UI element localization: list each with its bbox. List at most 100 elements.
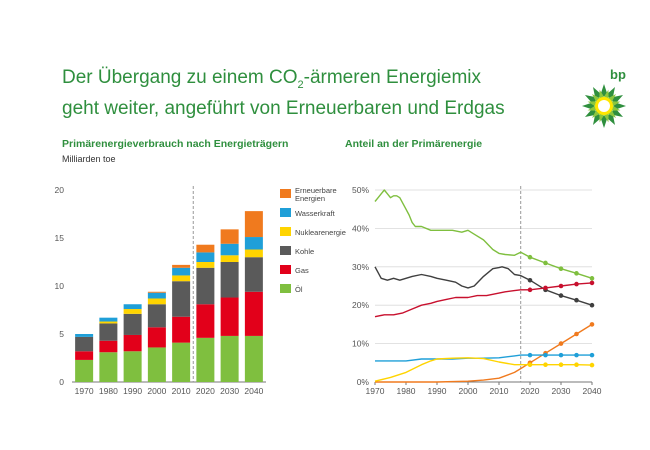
bar-segment-kohle-2040 xyxy=(244,257,263,292)
legend-label-wasserkraft: Wasserkraft xyxy=(295,209,336,218)
bar-xtick-label: 2020 xyxy=(196,386,215,396)
series-marker-kohle-2035 xyxy=(574,297,579,303)
headline-line1-pre: Der Übergang zu einem CO xyxy=(62,67,298,88)
bar-xtick-label: 2000 xyxy=(147,386,166,396)
bar-segment-erneuerbare-energien-2000 xyxy=(147,291,166,293)
series-line-nuklearenergie xyxy=(374,357,593,382)
headline-line2: geht weiter, angeführt von Erneuerbaren … xyxy=(62,97,505,119)
bar-segment-wasserkraft-1970 xyxy=(75,334,94,337)
bar-ytick-label: 10 xyxy=(55,281,65,291)
series-marker-oel-2040 xyxy=(589,276,595,281)
line-xtick-label: 2010 xyxy=(490,386,509,396)
series-marker-oel-2025 xyxy=(543,260,548,266)
bar-segment-erneuerbare-energien-2030 xyxy=(220,229,239,244)
bar-segment-kohle-1990 xyxy=(123,313,142,335)
bar-segment-wasserkraft-2030 xyxy=(220,243,239,256)
bar-segment-wasserkraft-1980 xyxy=(99,317,118,322)
bar-ytick-label: 0 xyxy=(59,377,64,387)
series-line-gas xyxy=(374,282,593,318)
bar-segment-wasserkraft-1990 xyxy=(123,304,142,310)
bar-segment-erneuerbare-energien-2040 xyxy=(244,211,263,238)
series-marker-gas-2035 xyxy=(574,281,579,287)
legend-swatch-oel xyxy=(280,284,291,293)
series-marker-gas-2030 xyxy=(558,283,564,289)
series-marker-nuklearenergie-2040 xyxy=(589,362,595,368)
bar-ytick-label: 20 xyxy=(55,185,65,195)
bar-segment-wasserkraft-2020 xyxy=(196,252,215,262)
series-line-wasserkraft xyxy=(375,354,592,362)
series-marker-nuklearenergie-2035 xyxy=(574,362,579,368)
series-marker-gas-2020 xyxy=(527,287,533,293)
helios-icon xyxy=(582,84,626,128)
series-marker-nuklearenergie-2025 xyxy=(543,362,548,368)
bar-segment-nuklearenergie-2000 xyxy=(147,298,166,305)
series-marker-oel-2030 xyxy=(558,266,564,272)
bar-segment-gas-1970 xyxy=(75,351,94,360)
line-xtick-label: 2020 xyxy=(521,386,540,396)
bar-segment-nuklearenergie-2010 xyxy=(172,275,191,282)
legend-label-oel: Öl xyxy=(295,285,303,294)
bar-segment-oel-2020 xyxy=(196,337,215,382)
line-xtick-label: 2030 xyxy=(552,386,571,396)
bar-segment-erneuerbare-energien-2010 xyxy=(172,264,191,268)
bar-segment-erneuerbare-energien-2020 xyxy=(196,244,215,253)
bar-segment-kohle-2010 xyxy=(172,281,191,317)
bar-xtick-label: 1990 xyxy=(123,386,142,396)
bar-segment-wasserkraft-2000 xyxy=(147,292,166,299)
series-marker-kohle-2030 xyxy=(558,293,564,298)
line-ytick-label: 30% xyxy=(352,262,369,272)
series-line-kohle xyxy=(374,266,593,306)
bar-segment-oel-2040 xyxy=(244,335,263,382)
legend-swatch-kohle xyxy=(280,246,291,255)
legend-swatch-gas xyxy=(280,265,291,274)
line-chart-title: Anteil an der Primärenergie xyxy=(345,138,483,150)
bar-segment-oel-2000 xyxy=(147,347,166,382)
bar-segment-kohle-2020 xyxy=(196,267,215,305)
bar-segment-gas-2000 xyxy=(147,327,166,348)
bar-segment-kohle-1980 xyxy=(99,323,118,341)
series-marker-wasserkraft-2025 xyxy=(543,352,548,358)
legend-label-kohle: Kohle xyxy=(295,247,314,256)
headline-line1-post: -ärmeren Energiemix xyxy=(303,67,482,88)
series-marker-kohle-2040 xyxy=(589,302,595,308)
series-marker-oel-2020 xyxy=(527,254,533,260)
legend-swatch-erneuerbare-energien xyxy=(280,189,291,198)
line-ytick-label: 10% xyxy=(352,339,369,349)
bp-logo: bp xyxy=(582,67,626,128)
bar-segment-gas-2030 xyxy=(220,297,239,336)
bar-segment-gas-1980 xyxy=(99,340,118,353)
series-marker-wasserkraft-2030 xyxy=(558,352,564,358)
bar-segment-kohle-2000 xyxy=(147,304,166,328)
series-line-oel xyxy=(374,189,593,279)
bar-segment-oel-2030 xyxy=(220,335,239,382)
bar-ytick-label: 15 xyxy=(55,233,65,243)
line-xtick-label: 2000 xyxy=(459,386,478,396)
bar-segment-gas-2040 xyxy=(244,291,263,336)
line-xtick-label: 1990 xyxy=(428,386,447,396)
series-marker-erneuerbare-energien-2040 xyxy=(589,322,595,327)
bar-segment-gas-2010 xyxy=(172,316,191,343)
series-marker-gas-2025 xyxy=(543,285,548,291)
series-marker-kohle-2020 xyxy=(527,277,533,283)
bar-chart-unit: Milliarden toe xyxy=(62,154,116,164)
line-xtick-label: 2040 xyxy=(583,386,602,396)
series-marker-nuklearenergie-2030 xyxy=(558,362,564,368)
bar-segment-oel-1990 xyxy=(123,351,142,382)
bar-xtick-label: 2030 xyxy=(220,386,239,396)
bar-segment-gas-1990 xyxy=(123,334,142,352)
series-marker-nuklearenergie-2020 xyxy=(527,362,533,368)
legend-swatch-wasserkraft xyxy=(280,208,291,217)
bar-segment-nuklearenergie-2030 xyxy=(220,255,239,262)
line-ytick-label: 50% xyxy=(352,185,369,195)
bar-segment-wasserkraft-2010 xyxy=(172,267,191,276)
headline: Der Übergang zu einem CO2-ärmeren Energi… xyxy=(62,66,542,120)
bar-segment-nuklearenergie-2040 xyxy=(244,249,263,258)
bar-segment-oel-2010 xyxy=(172,342,191,382)
bar-segment-nuklearenergie-2020 xyxy=(196,262,215,268)
bar-segment-gas-2020 xyxy=(196,304,215,338)
legend-label-nuklearenergie: Nuklearenergie xyxy=(295,228,346,237)
bar-xtick-label: 2040 xyxy=(244,386,263,396)
bar-segment-oel-1970 xyxy=(75,359,94,382)
